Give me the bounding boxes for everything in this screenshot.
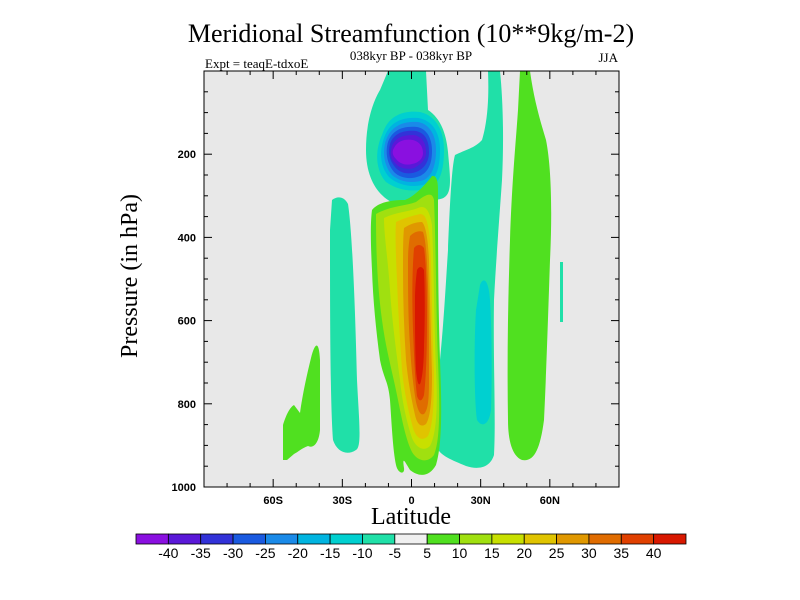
contour-nh-green-band bbox=[507, 71, 552, 461]
chart-subtitle-center: 038kyr BP - 038kyr BP bbox=[350, 48, 472, 63]
y-tick-label: 200 bbox=[178, 149, 196, 161]
colorbar-swatch bbox=[588, 533, 622, 545]
colorbar-swatch bbox=[265, 533, 299, 545]
colorbar-label: 40 bbox=[646, 545, 662, 561]
colorbar-label: 35 bbox=[614, 545, 630, 561]
x-tick-label: 30N bbox=[471, 495, 491, 507]
y-tick-label: 1000 bbox=[172, 482, 196, 494]
colorbar-swatch bbox=[491, 533, 525, 545]
colorbar-swatch bbox=[200, 533, 234, 545]
colorbar-swatch bbox=[167, 533, 202, 545]
contour-neg-cell-core bbox=[392, 139, 423, 165]
colorbar-swatch bbox=[556, 533, 590, 545]
colorbar-swatch bbox=[523, 533, 557, 545]
colorbar-label: -40 bbox=[158, 545, 178, 561]
colorbar-swatch bbox=[297, 533, 331, 545]
chart-title: Meridional Streamfunction (10**9kg/m-2) bbox=[188, 19, 634, 48]
y-tick-label: 600 bbox=[178, 316, 196, 328]
chart-subtitle-left: Expt = teaqE-tdxoE bbox=[205, 56, 308, 71]
x-axis-title: Latitude bbox=[371, 504, 451, 530]
colorbar-swatch bbox=[232, 533, 266, 545]
contour-sh-teal-band bbox=[330, 197, 360, 453]
colorbar-label: -15 bbox=[320, 545, 340, 561]
colorbar-label: 15 bbox=[484, 545, 500, 561]
colorbar-label: 10 bbox=[452, 545, 468, 561]
chart-subtitle-right: JJA bbox=[598, 50, 618, 65]
colorbar-label: -35 bbox=[191, 545, 211, 561]
y-tick-label: 800 bbox=[178, 399, 196, 411]
y-tick-label: 400 bbox=[178, 232, 196, 244]
colorbar-swatch bbox=[620, 533, 655, 545]
contour-nh-thin-stripe bbox=[560, 262, 563, 322]
contour-fills bbox=[283, 71, 563, 475]
colorbar-swatch bbox=[653, 533, 687, 545]
x-axis: 60S 30S 0 30N 60N bbox=[226, 71, 597, 507]
colorbar-label: -10 bbox=[352, 545, 372, 561]
y-axis: 200 400 600 800 1000 bbox=[172, 91, 619, 494]
contour-nh-cyan-core bbox=[474, 280, 492, 425]
contour-sh-green-patch bbox=[283, 345, 320, 460]
colorbar-label: -25 bbox=[255, 545, 275, 561]
contour-pos-cell-core bbox=[415, 267, 425, 385]
y-axis-title: Pressure (in hPa) bbox=[117, 194, 143, 358]
colorbar-swatch bbox=[459, 533, 493, 545]
colorbar-swatch bbox=[394, 533, 428, 545]
colorbar-label: -20 bbox=[288, 545, 308, 561]
colorbar-label: -5 bbox=[389, 545, 402, 561]
colorbar-swatch bbox=[329, 533, 363, 545]
x-tick-label: 0 bbox=[408, 495, 414, 507]
colorbar-swatch bbox=[426, 533, 460, 545]
colorbar-swatch bbox=[135, 533, 169, 545]
x-tick-label: 60N bbox=[540, 495, 560, 507]
colorbar-label: 5 bbox=[423, 545, 431, 561]
colorbar-label: -30 bbox=[223, 545, 243, 561]
colorbar-label: 25 bbox=[549, 545, 565, 561]
colorbar: -40 -35 -30 -25 -20 -15 -10 -5 5 10 15 20 25 30 35 40 bbox=[135, 533, 687, 561]
x-tick-label: 60S bbox=[263, 495, 283, 507]
colorbar-swatch bbox=[362, 533, 396, 545]
x-tick-label: 30S bbox=[333, 495, 353, 507]
colorbar-label: 20 bbox=[516, 545, 532, 561]
colorbar-label: 30 bbox=[581, 545, 597, 561]
